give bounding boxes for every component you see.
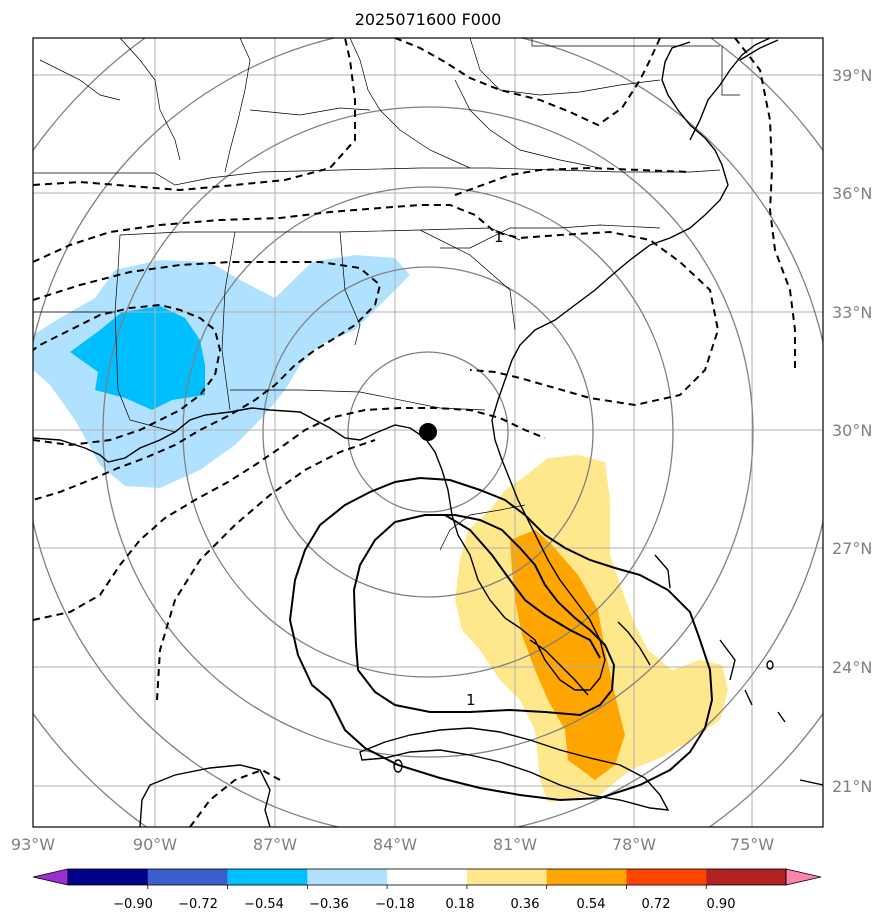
colorbar-segment (387, 869, 468, 885)
lat-label: 33°N (832, 303, 872, 322)
colorbar-tick-label: −0.54 (244, 897, 284, 912)
solid-contours (288, 476, 714, 802)
lat-label: 21°N (832, 777, 872, 796)
lat-label: 39°N (832, 66, 872, 85)
anomaly-fill-blue (70, 306, 205, 410)
coastline (33, 38, 823, 827)
map-frame (32, 37, 824, 828)
colorbar-tick-label: 0.72 (642, 897, 671, 912)
colorbar-segment (227, 869, 308, 885)
colorbar-segment (626, 869, 707, 885)
colorbar-tick-label: −0.90 (113, 897, 153, 912)
longitude-labels: 93°W 90°W 87°W 84°W 81°W 78°W 75°W (11, 835, 774, 854)
lon-label: 90°W (133, 835, 177, 854)
colorbar-tick-label: −0.72 (178, 897, 218, 912)
colorbar-tick-label: 0.36 (511, 897, 540, 912)
colorbar-segment (147, 869, 229, 885)
lon-label: 81°W (493, 835, 537, 854)
colorbar-segment (307, 869, 388, 885)
lat-label: 36°N (832, 184, 872, 203)
colorbar-tick-label: 0.54 (577, 897, 606, 912)
colorbar-extend-min (32, 868, 69, 886)
colorbar-extend-max (785, 868, 822, 886)
lon-label: 84°W (373, 835, 417, 854)
colorbar (32, 868, 822, 889)
lat-label: 24°N (832, 658, 872, 677)
colorbar-tick-label: 0.18 (446, 897, 475, 912)
colorbar-frame (67, 868, 787, 886)
colorbar-segment (706, 869, 787, 885)
colorbar-tick-label: 0.90 (707, 897, 736, 912)
lon-label: 78°W (612, 835, 656, 854)
storm-center-marker (419, 423, 437, 441)
anomaly-fill-orange (510, 530, 625, 780)
lat-label: 30°N (832, 421, 872, 440)
lon-label: 75°W (730, 835, 774, 854)
dashed-contours (33, 38, 796, 827)
contour-label-2: 1 (494, 228, 504, 246)
colorbar-tick-label: −0.18 (375, 897, 415, 912)
colorbar-segment (68, 869, 149, 885)
lon-label: 93°W (11, 835, 55, 854)
lat-label: 27°N (832, 539, 872, 558)
colorbar-segment (466, 869, 548, 885)
colorbar-ticks: −0.90 −0.72 −0.54 −0.36 −0.18 0.18 0.36 … (113, 897, 735, 912)
colorbar-segment (546, 869, 627, 885)
contour-label-1: 1 (466, 691, 476, 709)
colorbar-tick-label: −0.36 (309, 897, 349, 912)
lon-label: 87°W (253, 835, 297, 854)
latitude-labels: 39°N 36°N 33°N 30°N 27°N 24°N 21°N (832, 66, 872, 796)
graticule (33, 38, 823, 827)
map-title: 2025071600 F000 (355, 10, 502, 29)
